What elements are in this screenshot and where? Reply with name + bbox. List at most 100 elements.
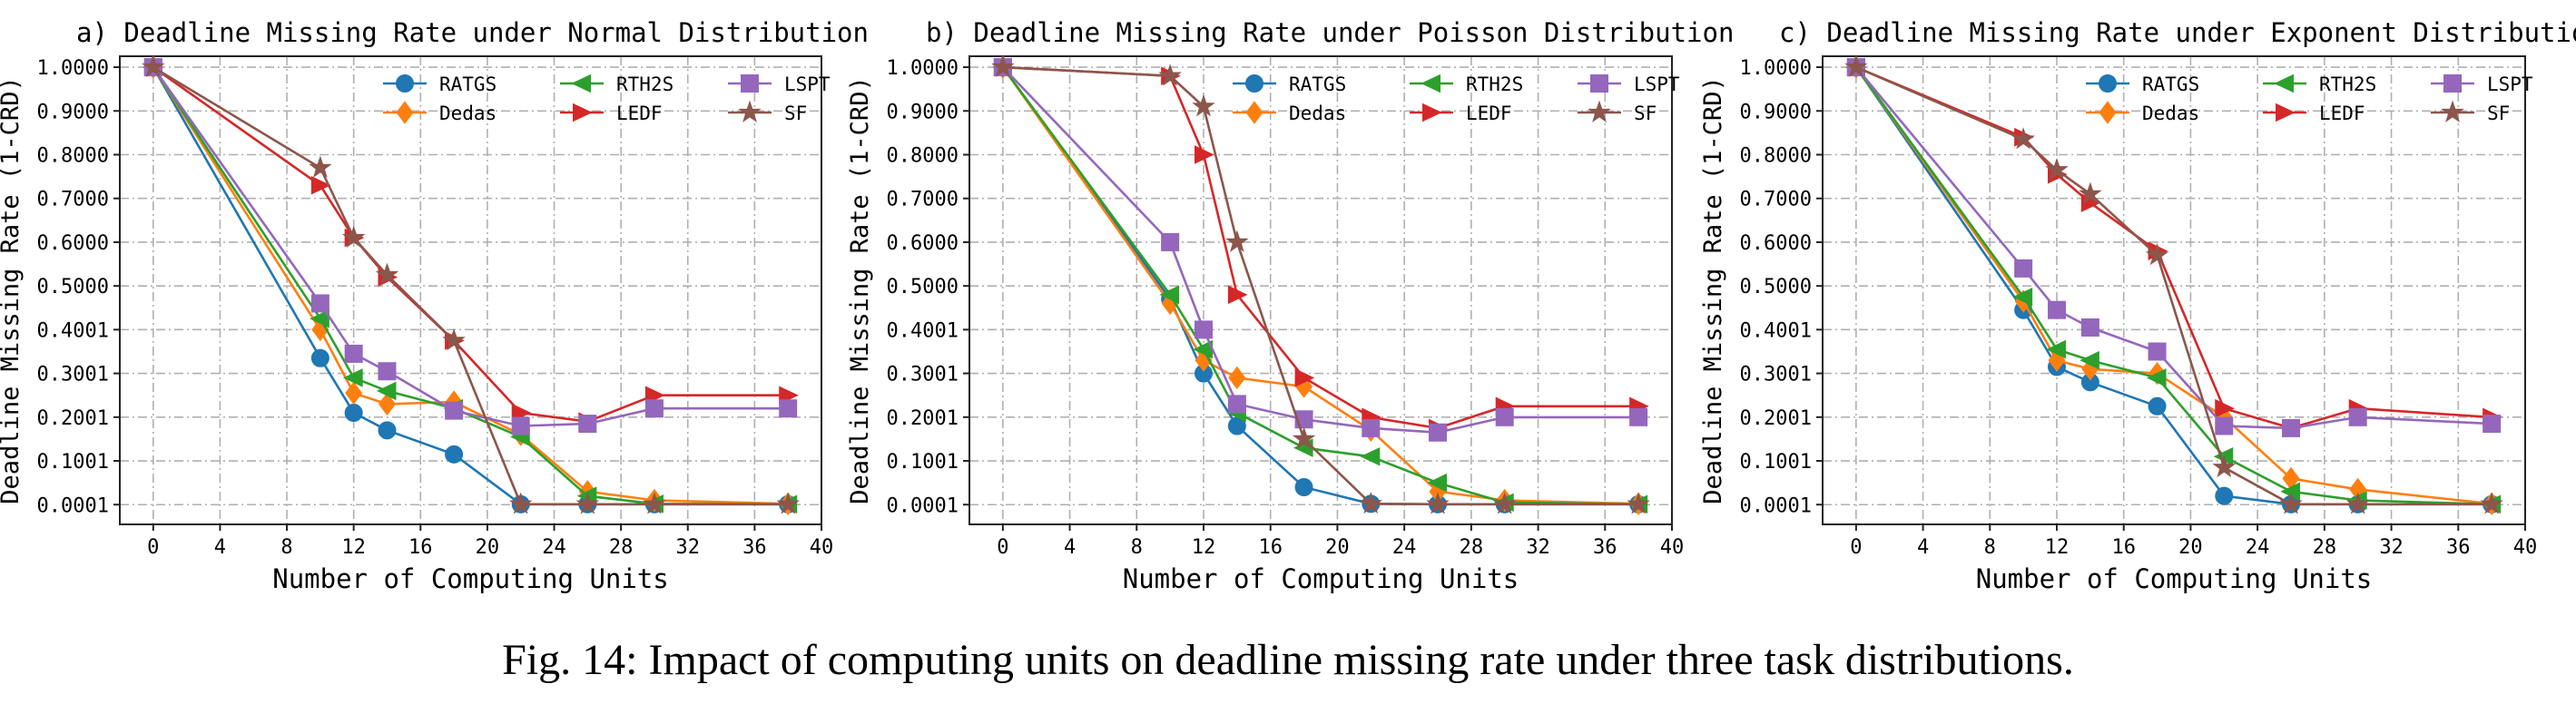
- y-tick-label: 0.3001: [37, 364, 109, 386]
- data-point: [776, 492, 800, 514]
- x-tick-label: 20: [476, 536, 500, 559]
- x-tick-label: 24: [542, 536, 566, 559]
- legend-marker: [2099, 74, 2117, 93]
- y-tick-label: 0.3001: [1740, 364, 1812, 386]
- y-tick-label: 0.6000: [1740, 232, 1812, 255]
- legend: RATGS Dedas RTH2S LEDF LSPT SF: [1233, 73, 1680, 124]
- y-tick-label: 0.3001: [887, 364, 959, 386]
- data-point: [2348, 407, 2367, 426]
- data-point: [2079, 350, 2099, 370]
- legend: RATGS Dedas RTH2S LEDF LSPT SF: [2086, 73, 2533, 124]
- y-tick-label: 0.7000: [1740, 189, 1812, 211]
- x-tick-label: 40: [810, 536, 834, 559]
- data-point: [378, 392, 397, 416]
- data-point: [310, 294, 329, 313]
- data-point: [142, 54, 165, 77]
- data-point: [2011, 127, 2035, 150]
- series-sf: [142, 54, 800, 514]
- x-tick-label: 16: [1258, 536, 1283, 559]
- y-axis-label: Deadline Missing Rate (1-CRD): [846, 76, 874, 504]
- legend-label: Dedas: [2142, 103, 2199, 124]
- data-point: [1429, 423, 1447, 442]
- data-point: [511, 416, 530, 435]
- data-point: [991, 54, 1015, 77]
- data-point: [1227, 395, 1246, 414]
- y-tick-label: 0.0001: [1740, 494, 1812, 517]
- series-rth2s: [1845, 57, 2502, 514]
- axes-frame: [119, 55, 822, 525]
- legend-item: LSPT: [1578, 73, 1680, 95]
- legend-label: LEDF: [1466, 103, 1512, 124]
- data-point: [1225, 230, 1249, 252]
- y-tick-label: 0.1001: [887, 451, 959, 474]
- x-tick-label: 0: [147, 536, 159, 559]
- data-point: [2146, 368, 2167, 387]
- legend-item: Dedas: [383, 101, 497, 124]
- legend-item: LEDF: [560, 103, 663, 124]
- legend-item: RATGS: [383, 73, 497, 95]
- data-point: [1629, 407, 1648, 426]
- data-point: [2014, 259, 2033, 278]
- legend-label: LEDF: [2319, 103, 2365, 124]
- data-point: [2212, 455, 2237, 478]
- data-point: [1227, 285, 1248, 305]
- data-point: [2045, 157, 2069, 181]
- data-point: [1360, 446, 1381, 466]
- data-point: [2012, 287, 2033, 307]
- x-tick-label: 8: [280, 536, 292, 559]
- data-point: [779, 399, 798, 418]
- legend-marker: [738, 100, 762, 122]
- x-tick-label: 16: [408, 536, 433, 559]
- x-tick-label: 24: [2246, 536, 2270, 559]
- data-point: [310, 348, 329, 367]
- legend-label: Dedas: [1289, 103, 1346, 124]
- data-point: [1294, 478, 1313, 497]
- x-axis-label: Number of Computing Units: [272, 563, 669, 594]
- x-tick-label: 20: [1325, 536, 1350, 559]
- legend-label: RTH2S: [2319, 73, 2376, 95]
- data-point: [445, 401, 464, 420]
- grid: [1823, 56, 2525, 524]
- chart-title: a) Deadline Missing Rate under Normal Di…: [76, 17, 869, 48]
- data-point: [508, 492, 533, 514]
- data-point: [1495, 407, 1514, 426]
- x-tick-label: 4: [214, 536, 226, 559]
- legend-item: RTH2S: [560, 73, 673, 95]
- legend-item: RATGS: [2086, 73, 2199, 95]
- legend-label: Dedas: [439, 103, 497, 124]
- legend-marker: [2441, 100, 2464, 122]
- data-point: [1195, 320, 1213, 339]
- x-tick-label: 0: [997, 536, 1008, 559]
- legend-item: SF: [1578, 100, 1657, 124]
- legend-label: SF: [2487, 103, 2510, 124]
- data-point: [344, 404, 363, 423]
- legend-label: RATGS: [2142, 73, 2199, 95]
- legend-marker: [741, 74, 759, 93]
- legend-item: LEDF: [1410, 103, 1512, 124]
- data-point: [345, 381, 363, 406]
- data-point: [578, 415, 597, 434]
- data-point: [2215, 398, 2235, 418]
- data-point: [1359, 491, 1383, 514]
- x-tick-label: 28: [1460, 536, 1484, 559]
- data-point: [2080, 318, 2099, 337]
- grid: [120, 56, 821, 524]
- data-point: [2279, 492, 2303, 514]
- legend-marker: [2276, 103, 2296, 122]
- x-tick-label: 4: [1917, 536, 1929, 559]
- series-sf: [991, 54, 1650, 514]
- x-axis-label: Number of Computing Units: [1976, 563, 2373, 594]
- legend-marker: [396, 74, 414, 93]
- y-tick-label: 0.7000: [37, 189, 109, 211]
- x-tick-label: 12: [341, 536, 366, 559]
- data-point: [1158, 64, 1182, 86]
- y-tick-label: 0.8000: [887, 145, 959, 168]
- chart-title: c) Deadline Missing Rate under Exponent …: [1779, 17, 2576, 48]
- legend-item: SF: [728, 100, 807, 124]
- data-point: [309, 155, 332, 178]
- series-sf: [1844, 54, 2503, 514]
- x-tick-label: 4: [1064, 536, 1076, 559]
- legend-item: SF: [2431, 100, 2510, 124]
- legend-marker: [2274, 73, 2294, 93]
